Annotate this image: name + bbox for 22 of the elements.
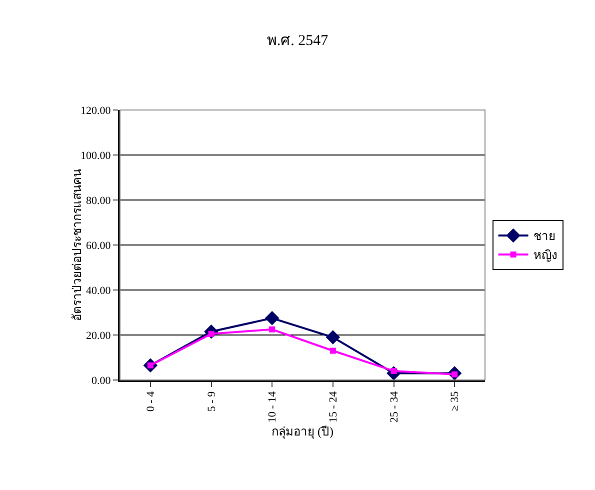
y-tick-label: 120.00 (80, 104, 112, 117)
chart-title: พ.ศ. 2547 (266, 32, 329, 49)
x-tick-label: 10 - 14 (266, 390, 279, 423)
y-tick-label: 60.00 (86, 240, 112, 252)
point (269, 326, 276, 332)
point (330, 348, 336, 354)
point (264, 310, 280, 326)
y-tick-label: 0.00 (92, 374, 112, 387)
y-tick-label: 100.00 (80, 150, 112, 162)
x-tick-label: 5 - 9 (206, 390, 218, 412)
x-axis-title: กลุ่มอายุ (ปี) (272, 424, 334, 440)
y-axis-title: อัตราป่วยต่อประชากรแสนคน (70, 169, 84, 321)
x-tick-label: 15 - 24 (327, 390, 340, 423)
legend-label: หญิง (533, 248, 558, 262)
y-tick-label: 20.00 (86, 330, 112, 342)
x-tick-label: 0 - 4 (144, 390, 157, 412)
y-tick-label: 80.00 (86, 194, 112, 207)
x-tick-label: ≥ 35 (449, 390, 462, 412)
x-tick-label: 25 - 34 (388, 390, 400, 423)
point (326, 330, 340, 344)
legend-label: ชาย (533, 229, 556, 244)
y-tick-label: 40.00 (86, 284, 112, 297)
